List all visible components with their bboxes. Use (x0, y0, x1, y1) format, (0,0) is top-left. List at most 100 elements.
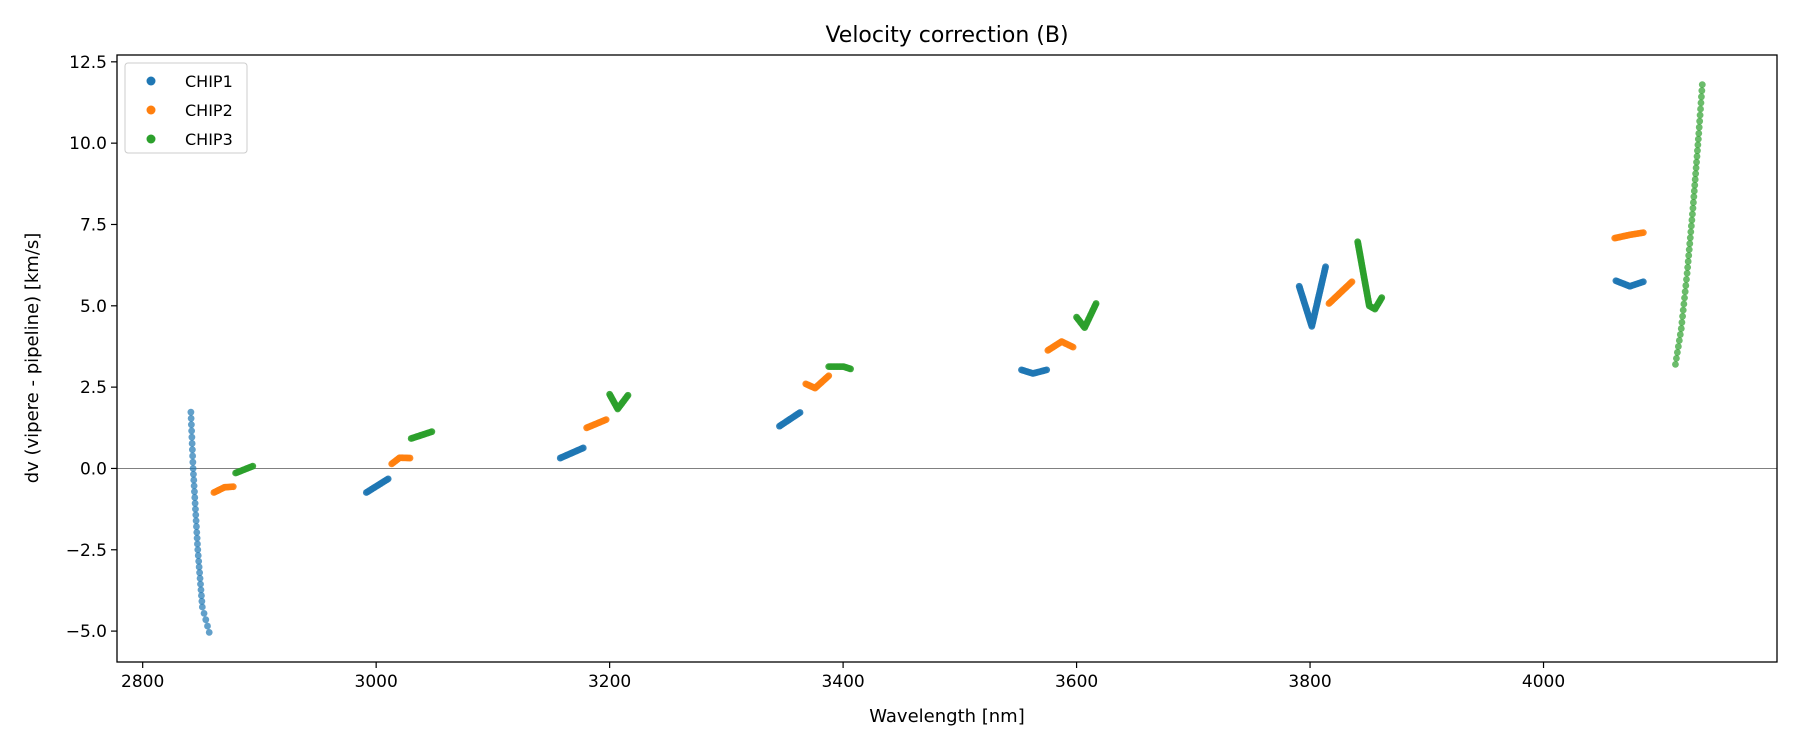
chip3-point (1691, 176, 1699, 183)
chip3-point (1679, 306, 1687, 314)
chip2-point (406, 454, 414, 462)
chip1-point (189, 458, 197, 466)
chip1-point (1639, 278, 1647, 286)
y-tick-label: 12.5 (69, 53, 107, 73)
chip1-point (200, 609, 208, 617)
chip1-point (187, 408, 195, 416)
chip1-point (193, 534, 201, 542)
chip1-point (192, 511, 200, 519)
chip3-point (1678, 319, 1686, 326)
chip3-point (1676, 331, 1684, 338)
chip3-point (1683, 276, 1690, 283)
chip3-point (1685, 246, 1693, 254)
plot-frame (116, 54, 1778, 663)
chip3-point (1679, 312, 1686, 320)
chip1-point (195, 563, 203, 571)
chip2-point (825, 372, 833, 380)
chip1-point (198, 592, 205, 599)
chip1-point (188, 446, 196, 454)
chip1-point (190, 470, 197, 478)
chip1-point (384, 475, 392, 483)
legend-box (124, 62, 248, 154)
chip3-point (1694, 135, 1702, 143)
chip1-point (198, 597, 206, 605)
y-axis-label: dv (vipere - pipeline) [km/s] (22, 233, 43, 484)
chip1-point (187, 421, 195, 429)
chip3-point (1677, 325, 1685, 332)
chip1-point (188, 440, 196, 447)
x-tick-label: 3400 (821, 672, 864, 692)
chip3-point (1687, 228, 1695, 236)
chip1-point (197, 586, 205, 594)
x-axis-label: Wavelength [nm] (869, 706, 1025, 727)
chip1-point (193, 523, 200, 530)
chip3-point (1681, 288, 1689, 296)
legend-label-chip2: CHIP2 (185, 101, 233, 120)
legend-label-chip3: CHIP3 (185, 130, 233, 149)
y-tick-label: −2.5 (66, 541, 107, 561)
chip3-point (1681, 294, 1688, 302)
chip3-point (1694, 141, 1702, 149)
chip3-point (1696, 111, 1704, 119)
chip1-point (194, 552, 202, 559)
chart-title: Velocity correction (B) (825, 23, 1068, 48)
chip2-point (1348, 278, 1356, 286)
chip2-point (602, 416, 610, 424)
chip1-point (579, 444, 587, 452)
axis-ticks: 2800 3000 3200 3400 3600 3800 4000 −5.0 −2.5 0.0 2… (66, 53, 1565, 692)
chip2-point (229, 483, 237, 491)
chip1-point (196, 574, 204, 582)
y-tick-label: 10.0 (69, 134, 107, 154)
chip3-point (624, 391, 632, 399)
chip1-point (191, 488, 198, 496)
chip3-point (1688, 216, 1696, 224)
y-tick-label: 2.5 (80, 378, 107, 398)
chip1-point (194, 546, 202, 554)
chip1-point (190, 476, 198, 484)
chip1-point (188, 427, 196, 435)
chip1-point (195, 557, 203, 565)
x-tick-label: 3000 (355, 672, 398, 692)
chip3-point (1689, 210, 1696, 218)
chip3-point (1673, 349, 1681, 356)
y-tick-label: 0.0 (80, 459, 107, 479)
chip1-point (189, 465, 197, 472)
x-tick-label: 2800 (121, 672, 164, 692)
chip3-point (1695, 129, 1703, 137)
chip3-point (1694, 147, 1701, 155)
chip3-point (1691, 181, 1699, 189)
chip3-point (1697, 105, 1704, 113)
legend-marker-chip1 (146, 76, 156, 86)
chip3-point (1674, 343, 1682, 350)
chip3-point (1692, 164, 1700, 172)
legend: CHIP1 CHIP2 CHIP3 (124, 62, 248, 154)
data-points (117, 81, 1777, 636)
x-tick-label: 3200 (588, 672, 631, 692)
chip3-point (1697, 99, 1705, 107)
y-tick-label: 7.5 (80, 215, 107, 235)
chip1-point (188, 433, 196, 441)
chip1-point (196, 569, 204, 577)
chip3-point (1675, 337, 1683, 344)
chip3-point (1695, 123, 1703, 131)
y-tick-label: −5.0 (66, 622, 107, 642)
chip3-point (1680, 300, 1688, 308)
x-tick-label: 3800 (1288, 672, 1331, 692)
chip3-point (1696, 117, 1704, 125)
x-tick-label: 4000 (1522, 672, 1565, 692)
chip1-point (205, 628, 213, 636)
chip3-point (1378, 294, 1386, 302)
chip3-point (1683, 269, 1691, 277)
chip1-point (198, 603, 206, 611)
chip1-point (1322, 263, 1329, 271)
legend-marker-chip2 (146, 105, 156, 115)
chip3-point (428, 428, 436, 436)
chip1-point (192, 517, 200, 525)
chip3-point (1689, 204, 1697, 212)
chip1-point (1043, 366, 1051, 374)
chip3-point (249, 462, 257, 470)
chip3-point (1698, 81, 1706, 89)
chip3-point (1693, 153, 1701, 160)
